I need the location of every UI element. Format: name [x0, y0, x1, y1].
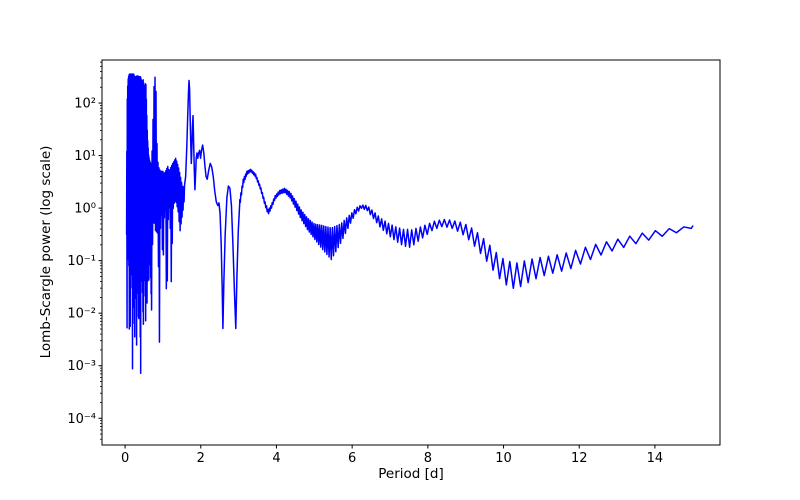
y-tick-label: 10⁻² — [67, 307, 96, 322]
x-tick-label: 4 — [272, 451, 280, 466]
plot-region — [125, 73, 694, 374]
x-tick-label: 0 — [121, 451, 129, 466]
y-tick-label: 10⁰ — [74, 202, 96, 217]
periodogram-line — [125, 73, 694, 374]
axes: 0 2 4 6 8 10 12 14 10⁻⁴ 10⁻³ 10⁻² 10⁻¹ 10⁰ 10¹ 10² Per… — [38, 59, 721, 482]
x-tick-label: 12 — [571, 451, 588, 466]
y-tick-label: 10¹ — [74, 149, 96, 164]
y-tick-label: 10² — [74, 97, 96, 112]
y-tick-label: 10⁻³ — [67, 359, 96, 374]
x-tick-label: 6 — [348, 451, 356, 466]
x-tick-label: 14 — [647, 451, 664, 466]
x-tick-label: 2 — [197, 451, 205, 466]
axes-frame — [101, 59, 721, 446]
x-tick-label: 8 — [424, 451, 432, 466]
y-tick-label: 10⁻¹ — [67, 254, 96, 269]
tick-marks — [98, 61, 656, 449]
y-axis-label: Lomb-Scargle power (log scale) — [38, 146, 54, 359]
y-tick-label: 10⁻⁴ — [67, 412, 96, 427]
x-axis-label: Period [d] — [378, 466, 444, 482]
x-tick-label: 10 — [495, 451, 512, 466]
tick-labels: 0 2 4 6 8 10 12 14 10⁻⁴ 10⁻³ 10⁻² 10⁻¹ 10⁰ 10¹ 10² — [67, 97, 663, 466]
